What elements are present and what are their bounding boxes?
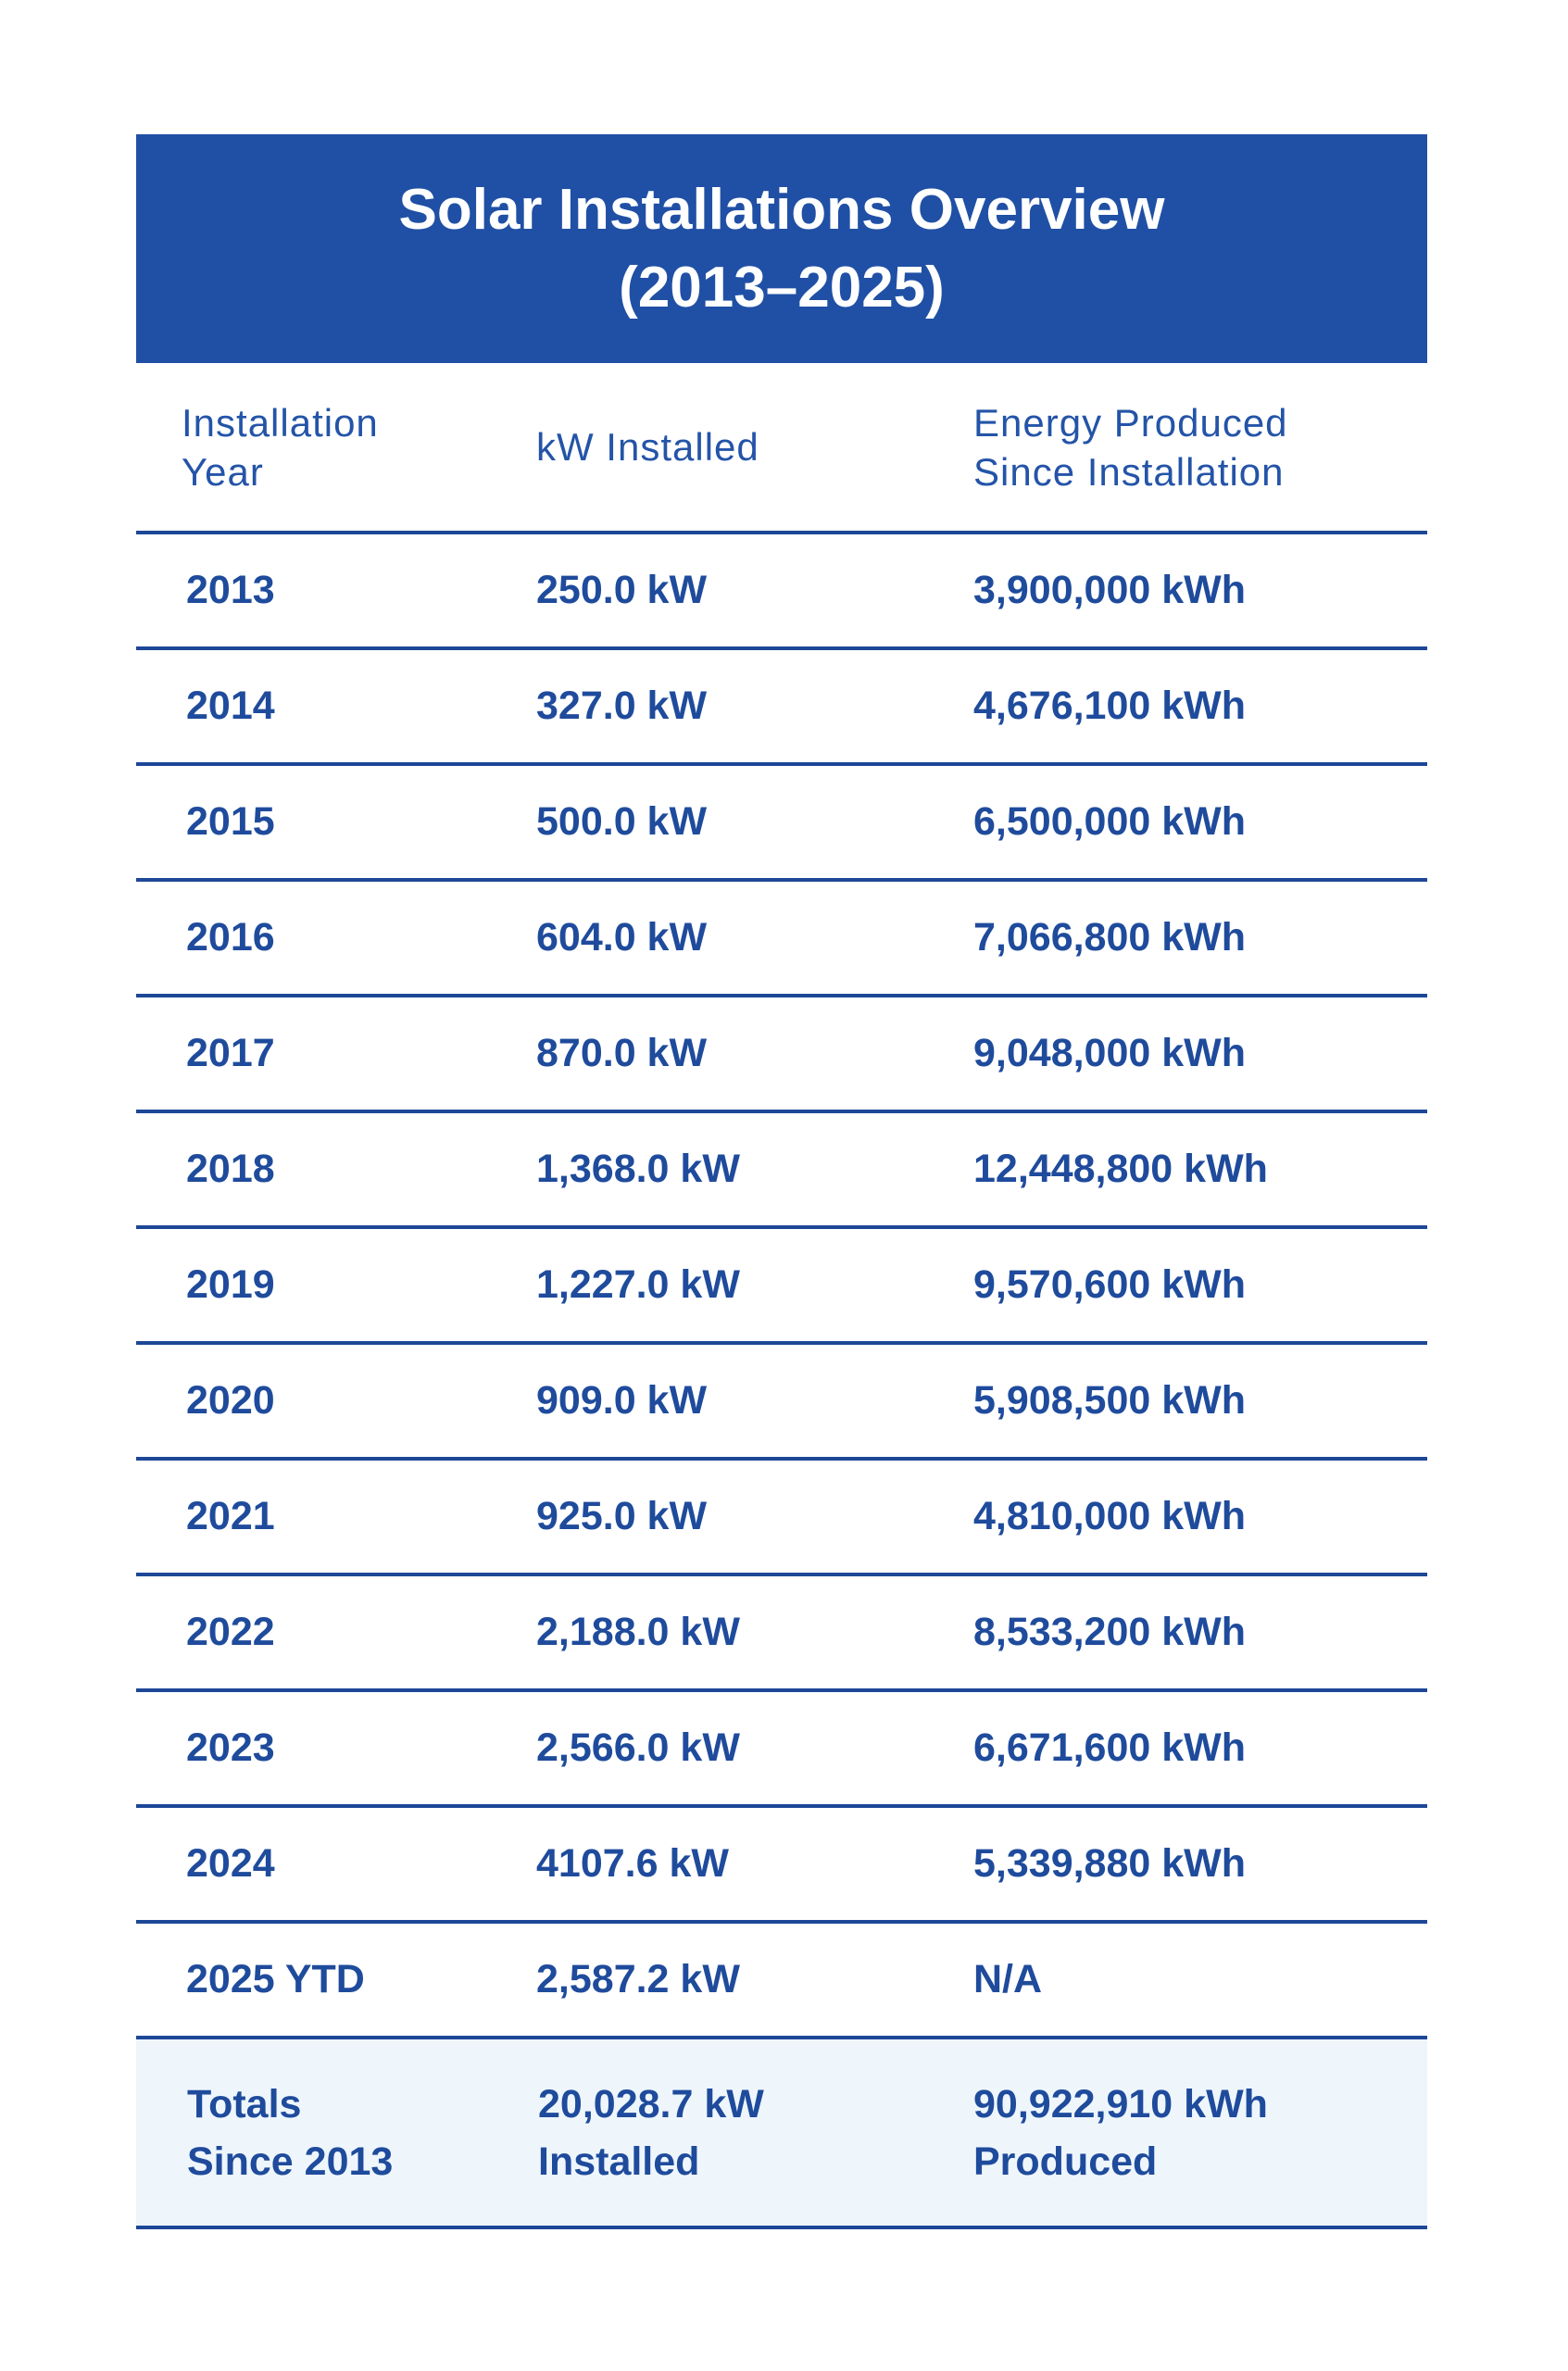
energy-cell: N/A: [973, 1957, 1043, 2001]
kw-cell: 2,188.0 kW: [536, 1610, 740, 1654]
table-row: 2013 250.0 kW 3,900,000 kWh: [136, 534, 1427, 650]
title-banner: Solar Installations Overview (2013–2025): [136, 134, 1427, 363]
kw-cell: 327.0 kW: [536, 684, 708, 728]
header-energy-line-2: Since Installation: [973, 449, 1285, 494]
year-cell: 2018: [186, 1147, 275, 1191]
table-row: 2020 909.0 kW 5,908,500 kWh: [136, 1345, 1427, 1461]
year-cell: 2014: [186, 684, 275, 728]
energy-cell: 7,066,800 kWh: [973, 915, 1247, 960]
table-title-line-1: Solar Installations Overview: [398, 177, 1165, 242]
table-row: 2019 1,227.0 kW 9,570,600 kWh: [136, 1229, 1427, 1345]
column-header-row: Installation Year kW Installed Energy Pr…: [136, 363, 1427, 534]
header-year-line-2: Year: [182, 449, 264, 494]
kw-cell: 2,566.0 kW: [536, 1725, 740, 1770]
kw-cell: 500.0 kW: [536, 799, 708, 844]
table-row: 2015 500.0 kW 6,500,000 kWh: [136, 766, 1427, 882]
kw-cell: 604.0 kW: [536, 915, 708, 960]
header-installation-year: Installation Year: [136, 398, 536, 496]
energy-cell: 5,339,880 kWh: [973, 1841, 1247, 1886]
header-kw-installed: kW Installed: [536, 425, 759, 469]
energy-cell: 4,810,000 kWh: [973, 1494, 1247, 1538]
header-energy-line-1: Energy Produced: [973, 400, 1288, 445]
year-cell: 2024: [186, 1841, 275, 1886]
year-cell: 2015: [186, 799, 275, 844]
energy-cell: 8,533,200 kWh: [973, 1610, 1247, 1654]
totals-kw-cell: 20,028.7 kW Installed: [536, 2076, 973, 2190]
totals-label-line-1: Totals: [187, 2081, 302, 2126]
totals-kw-line-2: Installed: [538, 2139, 700, 2184]
kw-cell: 250.0 kW: [536, 568, 708, 612]
table-row: 2023 2,566.0 kW 6,671,600 kWh: [136, 1692, 1427, 1808]
totals-energy-line-1: 90,922,910 kWh: [973, 2081, 1268, 2126]
year-cell: 2023: [186, 1725, 275, 1770]
energy-cell: 12,448,800 kWh: [973, 1147, 1268, 1191]
year-cell: 2025 YTD: [186, 1957, 365, 2001]
year-cell: 2013: [186, 568, 275, 612]
header-energy-produced: Energy Produced Since Installation: [973, 398, 1427, 496]
table-row: 2025 YTD 2,587.2 kW N/A: [136, 1924, 1427, 2039]
energy-cell: 6,500,000 kWh: [973, 799, 1247, 844]
energy-cell: 5,908,500 kWh: [973, 1378, 1247, 1423]
energy-cell: 4,676,100 kWh: [973, 684, 1247, 728]
table-row: 2021 925.0 kW 4,810,000 kWh: [136, 1461, 1427, 1576]
kw-cell: 1,227.0 kW: [536, 1262, 740, 1307]
kw-cell: 870.0 kW: [536, 1031, 708, 1075]
solar-installations-table: Solar Installations Overview (2013–2025)…: [136, 134, 1427, 2229]
energy-cell: 6,671,600 kWh: [973, 1725, 1247, 1770]
kw-cell: 2,587.2 kW: [536, 1957, 740, 2001]
year-cell: 2021: [186, 1494, 275, 1538]
kw-cell: 909.0 kW: [536, 1378, 708, 1423]
table-row: 2018 1,368.0 kW 12,448,800 kWh: [136, 1113, 1427, 1229]
year-cell: 2017: [186, 1031, 275, 1075]
totals-label-cell: Totals Since 2013: [136, 2076, 536, 2190]
table-row: 2014 327.0 kW 4,676,100 kWh: [136, 650, 1427, 766]
table-row: 2022 2,188.0 kW 8,533,200 kWh: [136, 1576, 1427, 1692]
table-row: 2017 870.0 kW 9,048,000 kWh: [136, 997, 1427, 1113]
header-year-line-1: Installation: [182, 400, 379, 445]
energy-cell: 9,570,600 kWh: [973, 1262, 1247, 1307]
totals-kw-line-1: 20,028.7 kW: [538, 2081, 764, 2126]
table-title-line-2: (2013–2025): [619, 255, 945, 320]
table-body: 2013 250.0 kW 3,900,000 kWh 2014 327.0 k…: [136, 534, 1427, 2039]
totals-label-line-2: Since 2013: [187, 2139, 394, 2184]
year-cell: 2020: [186, 1378, 275, 1423]
year-cell: 2016: [186, 915, 275, 960]
table-row: 2016 604.0 kW 7,066,800 kWh: [136, 882, 1427, 997]
year-cell: 2022: [186, 1610, 275, 1654]
totals-energy-cell: 90,922,910 kWh Produced: [973, 2076, 1427, 2190]
energy-cell: 9,048,000 kWh: [973, 1031, 1247, 1075]
table-row: 2024 4107.6 kW 5,339,880 kWh: [136, 1808, 1427, 1924]
kw-cell: 1,368.0 kW: [536, 1147, 740, 1191]
energy-cell: 3,900,000 kWh: [973, 568, 1247, 612]
kw-cell: 4107.6 kW: [536, 1841, 729, 1886]
totals-row: Totals Since 2013 20,028.7 kW Installed …: [136, 2039, 1427, 2229]
year-cell: 2019: [186, 1262, 275, 1307]
kw-cell: 925.0 kW: [536, 1494, 708, 1538]
totals-energy-line-2: Produced: [973, 2139, 1158, 2184]
